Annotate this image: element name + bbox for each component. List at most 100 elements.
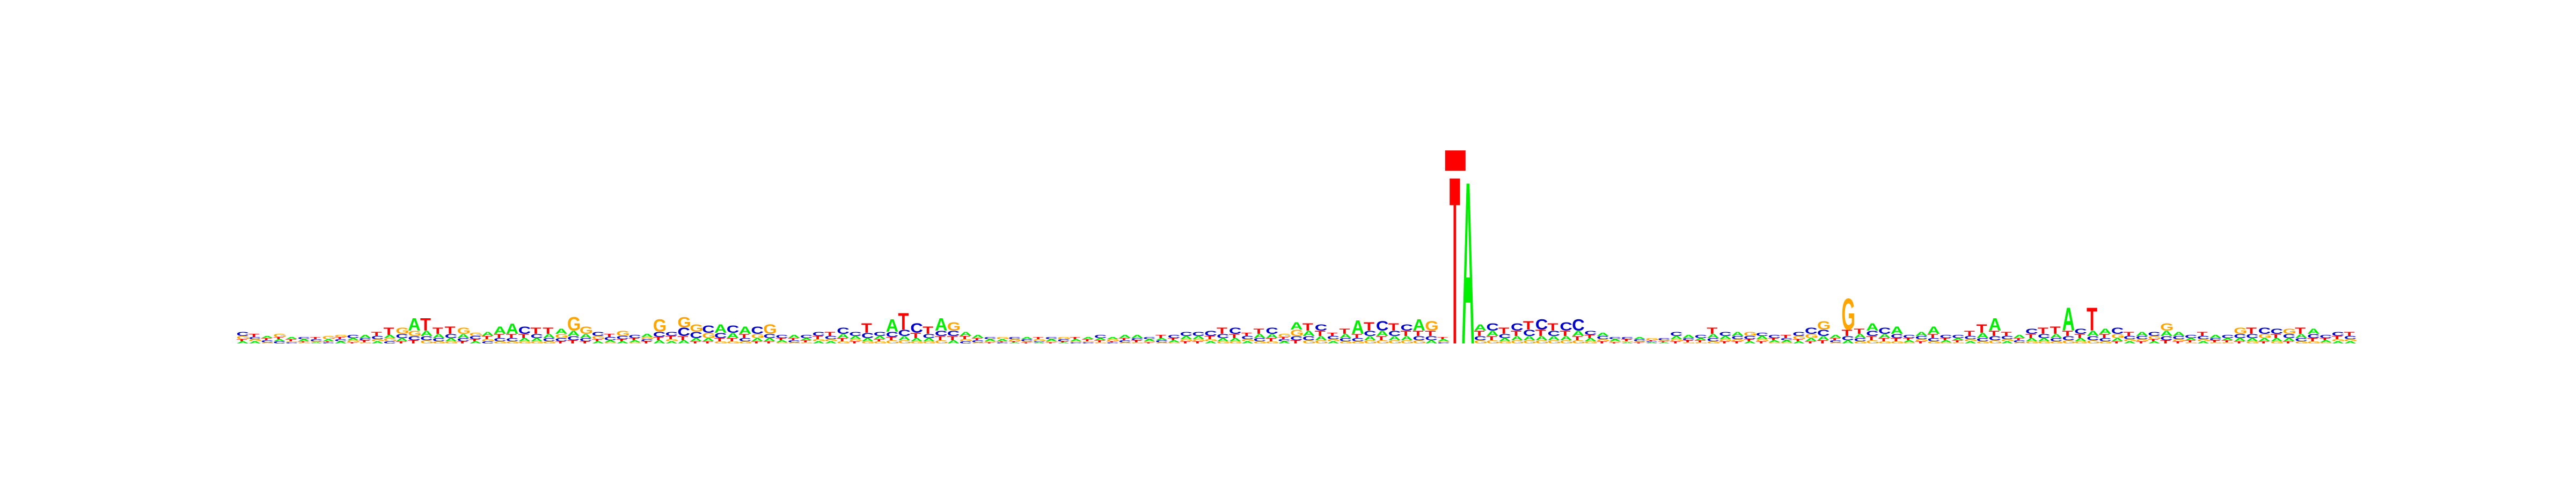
logo-letter: C (690, 330, 702, 340)
logo-letter: G (1290, 327, 1304, 338)
logo-letter: G (1511, 340, 1524, 345)
logo-letter: G (396, 325, 409, 335)
logo-letter: A (2050, 333, 2063, 339)
logo-letter: C (2185, 334, 2198, 339)
logo-letter: G (1021, 341, 1034, 342)
logo-letter: T (1817, 340, 1828, 345)
logo-letter: T (347, 342, 357, 343)
logo-letter: C (751, 324, 764, 336)
logo-letter: A (665, 341, 678, 344)
logo-letter: T (714, 338, 726, 342)
logo-letter: G (383, 338, 397, 342)
logo-letter: T (396, 341, 407, 344)
logo-letter: A (604, 340, 617, 343)
logo-letter: G (2124, 339, 2137, 342)
logo-letter: G (2038, 341, 2051, 344)
logo-letter: T (1780, 334, 1791, 339)
logo-letter: G (1486, 340, 1499, 345)
logo-letter: A (236, 341, 249, 344)
logo-column: T (1445, 127, 1466, 395)
logo-letter: T (494, 333, 504, 339)
logo-letter: A (2001, 341, 2014, 344)
logo-letter: C (371, 335, 384, 340)
logo-letter: G (739, 341, 752, 344)
logo-letter: T (849, 341, 860, 344)
logo-letter: A (727, 332, 740, 340)
logo-letter: A (653, 340, 666, 345)
logo-letter: A (1560, 335, 1572, 341)
logo-letter: A (1364, 335, 1377, 341)
logo-letter: G (1707, 341, 1720, 344)
logo-letter: T (1364, 320, 1374, 333)
logo-letter: A (567, 330, 580, 338)
logo-letter: T (1940, 338, 1951, 341)
logo-letter: G (751, 333, 764, 339)
logo-letter: A (347, 338, 360, 341)
logo-letter: T (1241, 332, 1253, 337)
logo-letter: C (1290, 335, 1303, 341)
logo-letter: C (2282, 333, 2295, 339)
logo-letter: T (1805, 341, 1816, 344)
logo-letter: T (506, 333, 517, 339)
logo-letter: C (1302, 335, 1315, 341)
logo-letter: T (665, 335, 677, 340)
logo-letter: C (567, 335, 580, 341)
logo-letter: C (1351, 338, 1364, 342)
logo-letter: C (383, 341, 396, 344)
logo-letter: A (322, 339, 335, 342)
logo-letter: A (408, 315, 421, 335)
logo-letter: C (1609, 336, 1622, 340)
logo-letter: C (1744, 335, 1757, 340)
logo-letter: T (763, 341, 774, 344)
logo-letter: T (2013, 338, 2024, 341)
logo-letter: T (1450, 127, 1460, 395)
logo-letter: G (543, 341, 556, 344)
logo-letter: T (2062, 330, 2073, 338)
logo-letter: C (1903, 334, 1916, 339)
logo-letter: A (1474, 322, 1487, 332)
logo-letter: A (1265, 333, 1278, 339)
logo-letter: T (1523, 319, 1534, 332)
logo-letter: C (1474, 335, 1487, 341)
logo-letter: C (2319, 334, 2332, 339)
logo-letter: A (1217, 338, 1230, 342)
logo-letter: G (1695, 342, 1708, 343)
logo-letter: A (1437, 339, 1450, 342)
logo-letter: C (1988, 335, 2001, 341)
logo-letter: C (1977, 338, 1989, 342)
logo-letter: A (2234, 338, 2246, 342)
logo-letter: A (1548, 335, 1561, 341)
logo-letter: A (1670, 335, 1683, 340)
logo-letter: G (996, 336, 1009, 340)
logo-letter: G (1915, 339, 1928, 342)
logo-letter: C (1695, 334, 1708, 339)
logo-letter: G (1302, 340, 1316, 345)
logo-letter: G (298, 342, 311, 343)
logo-letter: C (347, 334, 360, 339)
logo-letter: C (1021, 339, 1034, 342)
logo-letter: T (2172, 341, 2184, 344)
logo-letter: C (714, 332, 727, 340)
